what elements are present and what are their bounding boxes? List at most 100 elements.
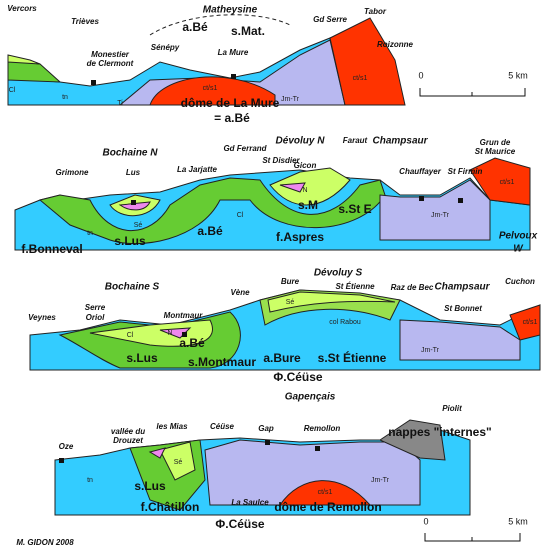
unit: Φ.Céüse (273, 370, 323, 384)
region: Bochaine N (102, 148, 158, 159)
place: Oriol (86, 313, 105, 322)
unit: a.Bé (182, 20, 208, 34)
author: M. GIDON 2008 (16, 538, 74, 547)
region: Dévoluy S (314, 268, 363, 279)
section-2 (14, 157, 531, 251)
scale-bars (419, 88, 526, 542)
place: Chauffayer (399, 167, 442, 176)
formation: ct/s1 (318, 489, 333, 496)
formation: col Rabou (329, 319, 361, 326)
formation: ct/s1 (500, 179, 515, 186)
place: Oze (59, 442, 74, 451)
place: Veynes (28, 313, 56, 322)
formation: Jm-Tr (281, 96, 300, 103)
place: les Mias (156, 422, 188, 431)
formation: tn (87, 230, 93, 237)
formation: Ti (117, 100, 123, 107)
unit: = a.Bé (214, 111, 250, 125)
formation: Cl (127, 332, 134, 339)
unit: nappes "internes" (388, 425, 491, 439)
formation: N (167, 330, 172, 337)
place: Sénépy (151, 43, 180, 52)
place: Monestier (91, 50, 130, 59)
region: Champsaur (434, 282, 490, 293)
place: de Clermont (87, 59, 134, 68)
region: Pelvoux (499, 231, 538, 242)
place: St Bonnet (444, 304, 482, 313)
place: Drouzet (113, 436, 143, 445)
markers (59, 74, 463, 463)
scale-label: 0 (423, 516, 428, 526)
place: Gicon (294, 161, 317, 170)
unit: a.Bure (263, 351, 301, 365)
place: Remollon (304, 424, 341, 433)
formation: ct/s1 (203, 85, 218, 92)
place: Vercors (7, 4, 37, 13)
formation: Jm-Tr (431, 212, 450, 219)
scale-label: 5 km (508, 70, 528, 80)
unit: dôme de La Mure (181, 96, 280, 110)
place: Trièves (71, 17, 99, 26)
formation: N (302, 187, 307, 194)
place: Piolit (442, 404, 462, 413)
place: Bure (281, 277, 300, 286)
formation: Cl (237, 212, 244, 219)
unit: dôme de Remollon (274, 500, 381, 514)
formation: Cl (9, 87, 16, 94)
place: St Firmin (448, 167, 483, 176)
place: La Saulce (231, 498, 269, 507)
place: Gd Serre (313, 15, 347, 24)
place: St Disdier (262, 156, 300, 165)
unit: s.St E (338, 202, 371, 216)
region: Champsaur (372, 136, 428, 147)
unit: f.Châtillon (141, 500, 200, 514)
region: Dévoluy N (276, 136, 326, 147)
unit: a.Bé (197, 224, 223, 238)
unit: s.Montmaur (188, 355, 256, 369)
unit: f.Aspres (276, 230, 324, 244)
section-1 (7, 14, 406, 106)
scale-label: 0 (418, 70, 423, 80)
place: Roizonne (377, 40, 414, 49)
place: Vène (230, 288, 250, 297)
unit: f.Bonneval (21, 242, 82, 256)
place: Lus (126, 168, 141, 177)
place: La Mure (218, 48, 249, 57)
formation: Jm-Tr (371, 477, 390, 484)
unit: s.St Étienne (318, 350, 387, 365)
unit: a.Bé (179, 336, 205, 350)
formation: Sé (134, 222, 143, 229)
place: Céüse (210, 422, 235, 431)
formation: Jm-Tr (421, 347, 440, 354)
place: Grun de (480, 138, 511, 147)
place: La Jarjatte (177, 165, 218, 174)
region: Bochaine S (105, 282, 160, 293)
formation: Sé (286, 299, 295, 306)
scale-label: 5 km (508, 516, 528, 526)
formation: tn (87, 477, 93, 484)
section-4 (54, 419, 471, 516)
place: Grimone (56, 168, 89, 177)
section-3 (29, 289, 541, 371)
unit: s.Lus (114, 234, 146, 248)
formation: ct/s1 (523, 319, 538, 326)
place: Tabor (364, 7, 387, 16)
place: Gd Ferrand (223, 144, 267, 153)
unit: s.Mat. (231, 24, 265, 38)
region: Matheysine (203, 5, 258, 16)
place: Cuchon (505, 277, 535, 286)
region: Gapençais (285, 392, 336, 403)
place: Gap (258, 424, 274, 433)
place: Montmaur (164, 311, 204, 320)
place: Raz de Bec (391, 283, 434, 292)
unit: Φ.Céüse (215, 517, 265, 531)
place: St Étienne (335, 282, 375, 291)
place: St Maurice (475, 147, 516, 156)
formation: Sé (174, 459, 183, 466)
place: Faraut (343, 136, 368, 145)
region: W (513, 244, 524, 255)
unit: s.Lus (134, 479, 166, 493)
place: Serre (85, 303, 106, 312)
unit: s.Lus (126, 351, 158, 365)
